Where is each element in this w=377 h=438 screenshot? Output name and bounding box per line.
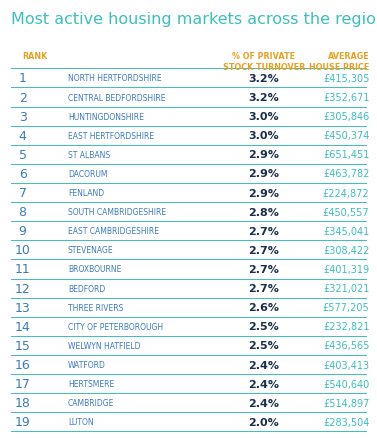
- Text: % OF PRIVATE
STOCK TURNOVER: % OF PRIVATE STOCK TURNOVER: [223, 52, 305, 72]
- Text: £450,374: £450,374: [323, 131, 369, 141]
- Text: £401,319: £401,319: [323, 265, 369, 274]
- Text: 2.8%: 2.8%: [248, 207, 279, 217]
- Text: CENTRAL BEDFORDSHIRE: CENTRAL BEDFORDSHIRE: [68, 93, 166, 102]
- Text: WATFORD: WATFORD: [68, 360, 106, 369]
- Text: CITY OF PETERBOROUGH: CITY OF PETERBOROUGH: [68, 322, 163, 331]
- Text: 19: 19: [15, 415, 31, 428]
- Text: £305,846: £305,846: [323, 112, 369, 122]
- Text: 3.0%: 3.0%: [248, 112, 279, 122]
- Text: £415,305: £415,305: [323, 74, 369, 84]
- Text: 2.4%: 2.4%: [248, 398, 279, 408]
- Text: 2.7%: 2.7%: [248, 226, 279, 236]
- Text: LUTON: LUTON: [68, 417, 93, 426]
- Text: £308,422: £308,422: [323, 245, 369, 255]
- Text: 11: 11: [15, 263, 31, 276]
- Text: Most active housing markets across the region: Most active housing markets across the r…: [11, 12, 377, 27]
- Text: 14: 14: [15, 320, 31, 333]
- Text: £403,413: £403,413: [323, 360, 369, 370]
- Text: SOUTH CAMBRIDGESHIRE: SOUTH CAMBRIDGESHIRE: [68, 208, 166, 217]
- Text: 2.7%: 2.7%: [248, 245, 279, 255]
- Text: 4: 4: [19, 130, 26, 142]
- Text: RANK: RANK: [23, 52, 48, 61]
- Text: 3: 3: [19, 110, 26, 124]
- Text: 6: 6: [19, 168, 26, 180]
- Text: 9: 9: [19, 225, 26, 238]
- Text: HERTSMERE: HERTSMERE: [68, 379, 114, 388]
- Text: FENLAND: FENLAND: [68, 189, 104, 198]
- Text: WELWYN HATFIELD: WELWYN HATFIELD: [68, 341, 140, 350]
- Text: BEDFORD: BEDFORD: [68, 284, 105, 293]
- Text: EAST HERTFORDSHIRE: EAST HERTFORDSHIRE: [68, 131, 154, 141]
- Text: STEVENAGE: STEVENAGE: [68, 246, 113, 255]
- Text: 15: 15: [15, 339, 31, 352]
- Text: £321,021: £321,021: [323, 283, 369, 293]
- Text: 12: 12: [15, 282, 31, 295]
- Text: £283,504: £283,504: [323, 417, 369, 427]
- Text: 3.2%: 3.2%: [248, 93, 279, 103]
- Text: 2.7%: 2.7%: [248, 265, 279, 274]
- Text: HUNTINGDONSHIRE: HUNTINGDONSHIRE: [68, 113, 144, 121]
- Text: £232,821: £232,821: [323, 321, 369, 332]
- Text: CAMBRIDGE: CAMBRIDGE: [68, 398, 114, 407]
- Text: £577,205: £577,205: [323, 303, 369, 312]
- Text: £450,557: £450,557: [323, 207, 369, 217]
- Text: 17: 17: [15, 377, 31, 390]
- Text: 16: 16: [15, 358, 31, 371]
- Text: £540,640: £540,640: [323, 379, 369, 389]
- Text: £436,565: £436,565: [323, 341, 369, 351]
- Text: £224,872: £224,872: [323, 188, 369, 198]
- Text: 2.5%: 2.5%: [248, 341, 279, 351]
- Text: 2.9%: 2.9%: [248, 150, 279, 160]
- Text: NORTH HERTFORDSHIRE: NORTH HERTFORDSHIRE: [68, 74, 161, 83]
- Text: £463,782: £463,782: [323, 169, 369, 179]
- Text: 2.9%: 2.9%: [248, 169, 279, 179]
- Text: 2.6%: 2.6%: [248, 303, 279, 312]
- Text: 18: 18: [15, 396, 31, 410]
- Text: 2.4%: 2.4%: [248, 379, 279, 389]
- Text: £345,041: £345,041: [323, 226, 369, 236]
- Text: 2.4%: 2.4%: [248, 360, 279, 370]
- Text: 2.0%: 2.0%: [248, 417, 279, 427]
- Text: £352,671: £352,671: [323, 93, 369, 103]
- Text: 7: 7: [18, 187, 27, 200]
- Text: BROXBOURNE: BROXBOURNE: [68, 265, 121, 274]
- Text: 10: 10: [15, 244, 31, 257]
- Text: EAST CAMBRIDGESHIRE: EAST CAMBRIDGESHIRE: [68, 227, 159, 236]
- Text: AVERAGE
HOUSE PRICE: AVERAGE HOUSE PRICE: [309, 52, 369, 72]
- Text: 3.2%: 3.2%: [248, 74, 279, 84]
- Text: THREE RIVERS: THREE RIVERS: [68, 303, 123, 312]
- Text: 3.0%: 3.0%: [248, 131, 279, 141]
- Text: ST ALBANS: ST ALBANS: [68, 151, 110, 159]
- Text: 2.7%: 2.7%: [248, 283, 279, 293]
- Text: 2.9%: 2.9%: [248, 188, 279, 198]
- Text: 2.5%: 2.5%: [248, 321, 279, 332]
- Text: 13: 13: [15, 301, 31, 314]
- Text: 2: 2: [19, 91, 26, 104]
- Text: £651,451: £651,451: [323, 150, 369, 160]
- Text: 8: 8: [18, 206, 27, 219]
- Text: 1: 1: [19, 72, 26, 85]
- Text: £514,897: £514,897: [323, 398, 369, 408]
- Text: DACORUM: DACORUM: [68, 170, 107, 179]
- Text: 5: 5: [18, 148, 27, 162]
